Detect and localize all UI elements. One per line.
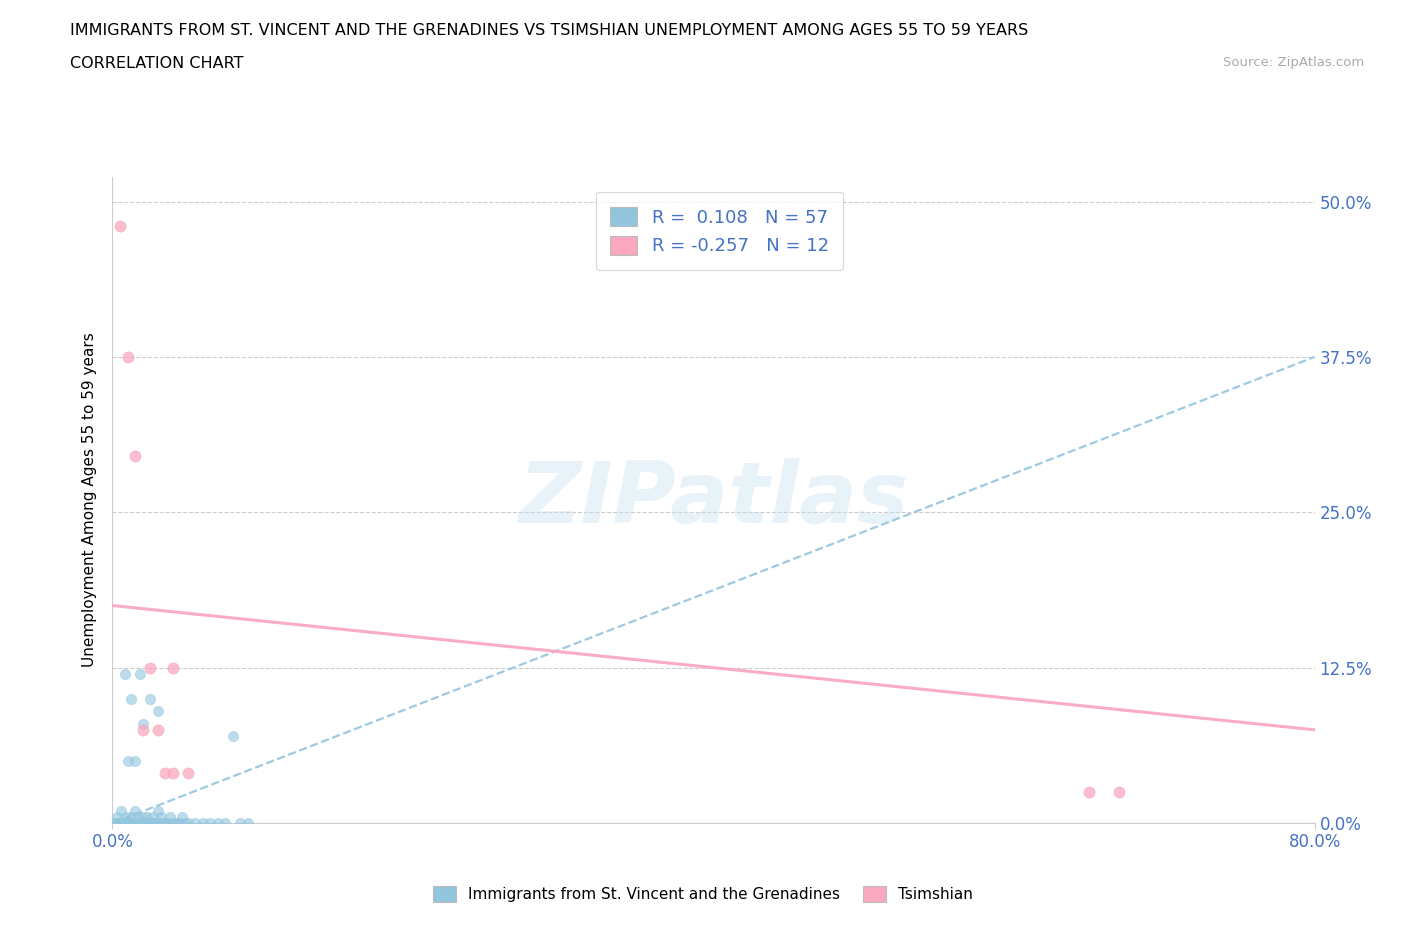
Point — [143, 816, 166, 830]
Point — [120, 809, 142, 824]
Point — [135, 816, 157, 830]
Point — [141, 816, 163, 830]
Point — [139, 816, 162, 830]
Legend: Immigrants from St. Vincent and the Grenadines, Tsimshian: Immigrants from St. Vincent and the Gren… — [427, 880, 979, 909]
Point — [105, 809, 128, 824]
Point — [229, 816, 252, 830]
Point — [139, 691, 162, 706]
Point — [124, 804, 146, 818]
Point — [173, 816, 195, 830]
Point — [145, 816, 167, 830]
Point — [162, 660, 184, 675]
Point — [115, 809, 138, 824]
Point — [184, 816, 207, 830]
Point — [159, 809, 181, 824]
Point — [1078, 785, 1101, 800]
Point — [104, 816, 127, 830]
Point — [132, 816, 155, 830]
Point — [125, 816, 148, 830]
Point — [149, 809, 172, 824]
Point — [108, 816, 131, 830]
Point — [153, 816, 176, 830]
Point — [124, 449, 146, 464]
Point — [131, 723, 153, 737]
Point — [108, 219, 131, 233]
Point — [114, 667, 136, 682]
Point — [236, 816, 259, 830]
Point — [107, 816, 129, 830]
Point — [142, 809, 165, 824]
Point — [127, 809, 149, 824]
Point — [139, 660, 162, 675]
Point — [128, 816, 150, 830]
Point — [120, 691, 142, 706]
Point — [167, 816, 190, 830]
Point — [128, 667, 150, 682]
Point — [176, 816, 198, 830]
Point — [155, 816, 177, 830]
Point — [118, 816, 141, 830]
Point — [170, 809, 193, 824]
Point — [150, 816, 173, 830]
Point — [146, 723, 169, 737]
Point — [124, 753, 146, 768]
Point — [162, 816, 184, 830]
Point — [162, 766, 184, 781]
Legend: R =  0.108   N = 57, R = -0.257   N = 12: R = 0.108 N = 57, R = -0.257 N = 12 — [596, 193, 844, 270]
Point — [138, 816, 160, 830]
Point — [122, 816, 145, 830]
Point — [129, 816, 152, 830]
Text: CORRELATION CHART: CORRELATION CHART — [70, 56, 243, 71]
Point — [111, 816, 134, 830]
Text: IMMIGRANTS FROM ST. VINCENT AND THE GRENADINES VS TSIMSHIAN UNEMPLOYMENT AMONG A: IMMIGRANTS FROM ST. VINCENT AND THE GREN… — [70, 23, 1029, 38]
Point — [136, 809, 159, 824]
Point — [176, 766, 198, 781]
Point — [117, 350, 139, 365]
Point — [117, 816, 139, 830]
Point — [110, 804, 132, 818]
Point — [117, 753, 139, 768]
Point — [131, 716, 153, 731]
Y-axis label: Unemployment Among Ages 55 to 59 years: Unemployment Among Ages 55 to 59 years — [82, 333, 97, 667]
Text: ZIPatlas: ZIPatlas — [519, 458, 908, 541]
Point — [222, 728, 245, 743]
Point — [198, 816, 221, 830]
Point — [153, 766, 176, 781]
Point — [148, 816, 170, 830]
Point — [214, 816, 236, 830]
Point — [191, 816, 214, 830]
Point — [131, 809, 153, 824]
Point — [207, 816, 229, 830]
Point — [1108, 785, 1130, 800]
Point — [114, 816, 136, 830]
Text: Source: ZipAtlas.com: Source: ZipAtlas.com — [1223, 56, 1364, 69]
Point — [146, 704, 169, 719]
Point — [146, 804, 169, 818]
Point — [121, 816, 143, 830]
Point — [165, 816, 187, 830]
